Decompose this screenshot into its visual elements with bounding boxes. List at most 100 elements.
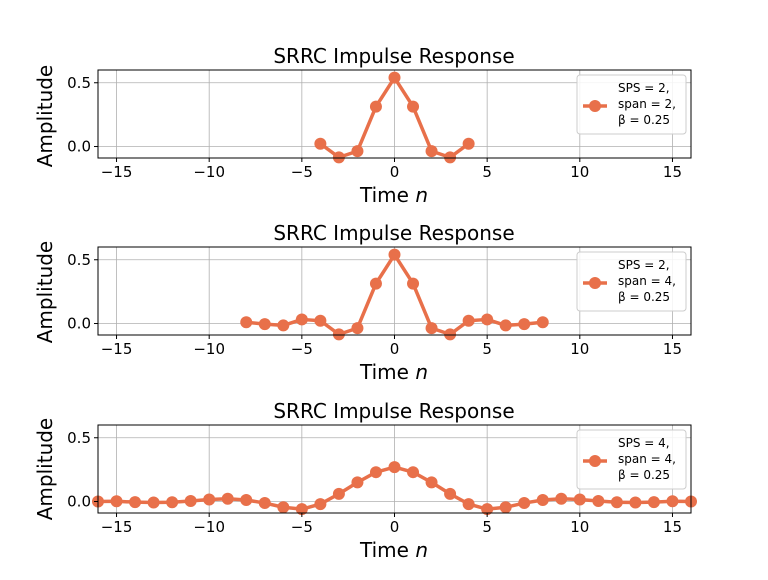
subplot-1-xtick-label: −10 xyxy=(193,163,225,181)
subplot-2-data-point xyxy=(240,316,253,329)
subplot-1-legend-box xyxy=(576,74,687,135)
subplot-2-data-point xyxy=(314,314,327,327)
subplot-2-data-point xyxy=(351,322,364,335)
subplot-3-xtick-label: −15 xyxy=(101,518,133,536)
subplot-3-data-point xyxy=(425,476,438,489)
subplot-3-data-point xyxy=(277,501,290,514)
subplot-1-series xyxy=(314,71,475,164)
subplot-2-data-point xyxy=(332,328,345,341)
subplot-1-xlabel-var: n xyxy=(415,183,428,207)
subplot-2-data-point xyxy=(536,316,549,329)
subplot-2-data-point xyxy=(407,277,420,290)
subplot-2-data-point xyxy=(481,313,494,326)
subplot-3-data-point xyxy=(629,496,642,509)
subplot-2-data-point xyxy=(462,314,475,327)
subplot-3-data-point xyxy=(166,496,179,509)
subplot-2-legend-line1: SPS = 2, xyxy=(618,258,670,272)
subplot-3-data-point xyxy=(555,492,568,505)
subplot-3-xtick-label: 0 xyxy=(390,518,400,536)
subplot-2-legend-box xyxy=(576,251,687,312)
subplot-3-ylabel: Amplitude xyxy=(33,418,57,521)
subplot-2-xtick-label: 15 xyxy=(663,340,682,358)
subplot-2-xlabel-word: Time xyxy=(359,360,415,384)
subplot-1-xtick-label: 5 xyxy=(482,163,492,181)
subplot-3-data-point xyxy=(203,493,216,506)
subplot-2-ytick-label: 0.5 xyxy=(67,251,91,269)
subplot-3-legend-line1: SPS = 4, xyxy=(618,436,670,450)
subplot-3-data-point xyxy=(295,503,308,516)
subplot-1-data-point xyxy=(351,145,364,158)
subplot-1-ylabel: Amplitude xyxy=(33,65,57,168)
subplot-2-legend-line2: span = 4, xyxy=(618,274,676,288)
subplot-2-xtick-label: −5 xyxy=(291,340,313,358)
subplot-1-legend-line3: β = 0.25 xyxy=(618,113,670,127)
subplot-2-data-point xyxy=(425,322,438,335)
subplot-2-xtick-label: 10 xyxy=(570,340,589,358)
subplot-3-data-point xyxy=(666,495,679,508)
subplot-2-data-point xyxy=(369,277,382,290)
subplot-3-data-point xyxy=(518,497,531,510)
subplot-1-data-point xyxy=(314,137,327,150)
subplot-3-legend-box xyxy=(576,429,687,490)
subplot-3-xlabel: Time n xyxy=(359,538,428,562)
subplot-1-data-point xyxy=(332,151,345,164)
subplot-3-xlabel-var: n xyxy=(415,538,428,562)
subplot-2-ytick-label: 0.0 xyxy=(67,315,91,333)
subplot-2-xtick-label: −10 xyxy=(193,340,225,358)
subplot-3-data-point xyxy=(110,495,123,508)
subplot-2-legend: SPS = 2, span = 4, β = 0.25 xyxy=(576,251,687,312)
subplot-2-title: SRRC Impulse Response xyxy=(273,221,514,245)
subplot-3-data-point xyxy=(240,493,253,506)
subplot-1-legend-marker xyxy=(589,100,601,112)
subplot-1-data-point xyxy=(425,145,438,158)
subplot-3-title: SRRC Impulse Response xyxy=(273,399,514,423)
subplot-1: SRRC Impulse Response Amplitude Time n −… xyxy=(33,44,692,207)
subplot-3-xtick-label: 15 xyxy=(663,518,682,536)
subplot-2-data-point xyxy=(388,248,401,261)
subplot-2-xtick-label: 0 xyxy=(390,340,400,358)
subplot-3-data-point xyxy=(184,495,197,508)
subplot-3-xtick-label: −10 xyxy=(193,518,225,536)
subplot-3-data-point xyxy=(407,466,420,479)
subplot-3-data-point xyxy=(462,498,475,511)
subplot-3-data-point xyxy=(147,496,160,509)
subplot-3: SRRC Impulse Response Amplitude Time n −… xyxy=(33,399,697,562)
subplot-1-legend-line1: SPS = 2, xyxy=(618,81,670,95)
subplot-1-title: SRRC Impulse Response xyxy=(273,44,514,68)
subplot-1-ytick-label: 0.0 xyxy=(67,138,91,156)
subplot-3-series xyxy=(92,461,697,516)
subplot-2-legend-line3: β = 0.25 xyxy=(618,290,670,304)
subplot-2-legend-marker xyxy=(589,277,601,289)
subplot-3-xtick-label: 10 xyxy=(570,518,589,536)
subplot-3-legend-marker xyxy=(589,455,601,467)
subplot-3-legend-line2: span = 4, xyxy=(618,452,676,466)
subplot-1-xtick-label: −5 xyxy=(291,163,313,181)
subplot-3-data-point xyxy=(388,461,401,474)
subplot-1-ticks: −15 −10 −5 0 5 10 15 0.0 0.5 xyxy=(67,74,682,181)
subplot-1-xtick-label: 0 xyxy=(390,163,400,181)
subplot-3-data-point xyxy=(536,493,549,506)
subplot-3-xtick-label: −5 xyxy=(291,518,313,536)
subplot-2-xlabel: Time n xyxy=(359,360,428,384)
subplot-3-data-point xyxy=(129,496,142,509)
subplot-1-data-point xyxy=(444,151,457,164)
subplot-3-ytick-label: 0.5 xyxy=(67,429,91,447)
subplot-3-data-point xyxy=(573,493,586,506)
subplot-2-ylabel: Amplitude xyxy=(33,241,57,344)
subplot-2-data-point xyxy=(295,313,308,326)
subplot-3-data-point xyxy=(221,492,234,505)
subplot-1-xlabel-word: Time xyxy=(359,183,415,207)
subplot-2-data-point xyxy=(518,318,531,331)
subplot-2: SRRC Impulse Response Amplitude Time n −… xyxy=(33,221,692,384)
subplot-1-legend: SPS = 2, span = 2, β = 0.25 xyxy=(576,74,687,135)
subplot-3-data-point xyxy=(610,496,623,509)
subplot-3-data-point xyxy=(481,503,494,516)
subplot-1-data-point xyxy=(407,100,420,113)
subplot-1-xlabel: Time n xyxy=(359,183,428,207)
subplot-2-data-point xyxy=(258,318,271,331)
subplot-3-legend-line3: β = 0.25 xyxy=(618,468,670,482)
subplot-1-xtick-label: 10 xyxy=(570,163,589,181)
subplot-3-data-point xyxy=(499,501,512,514)
subplot-2-series xyxy=(240,248,549,341)
